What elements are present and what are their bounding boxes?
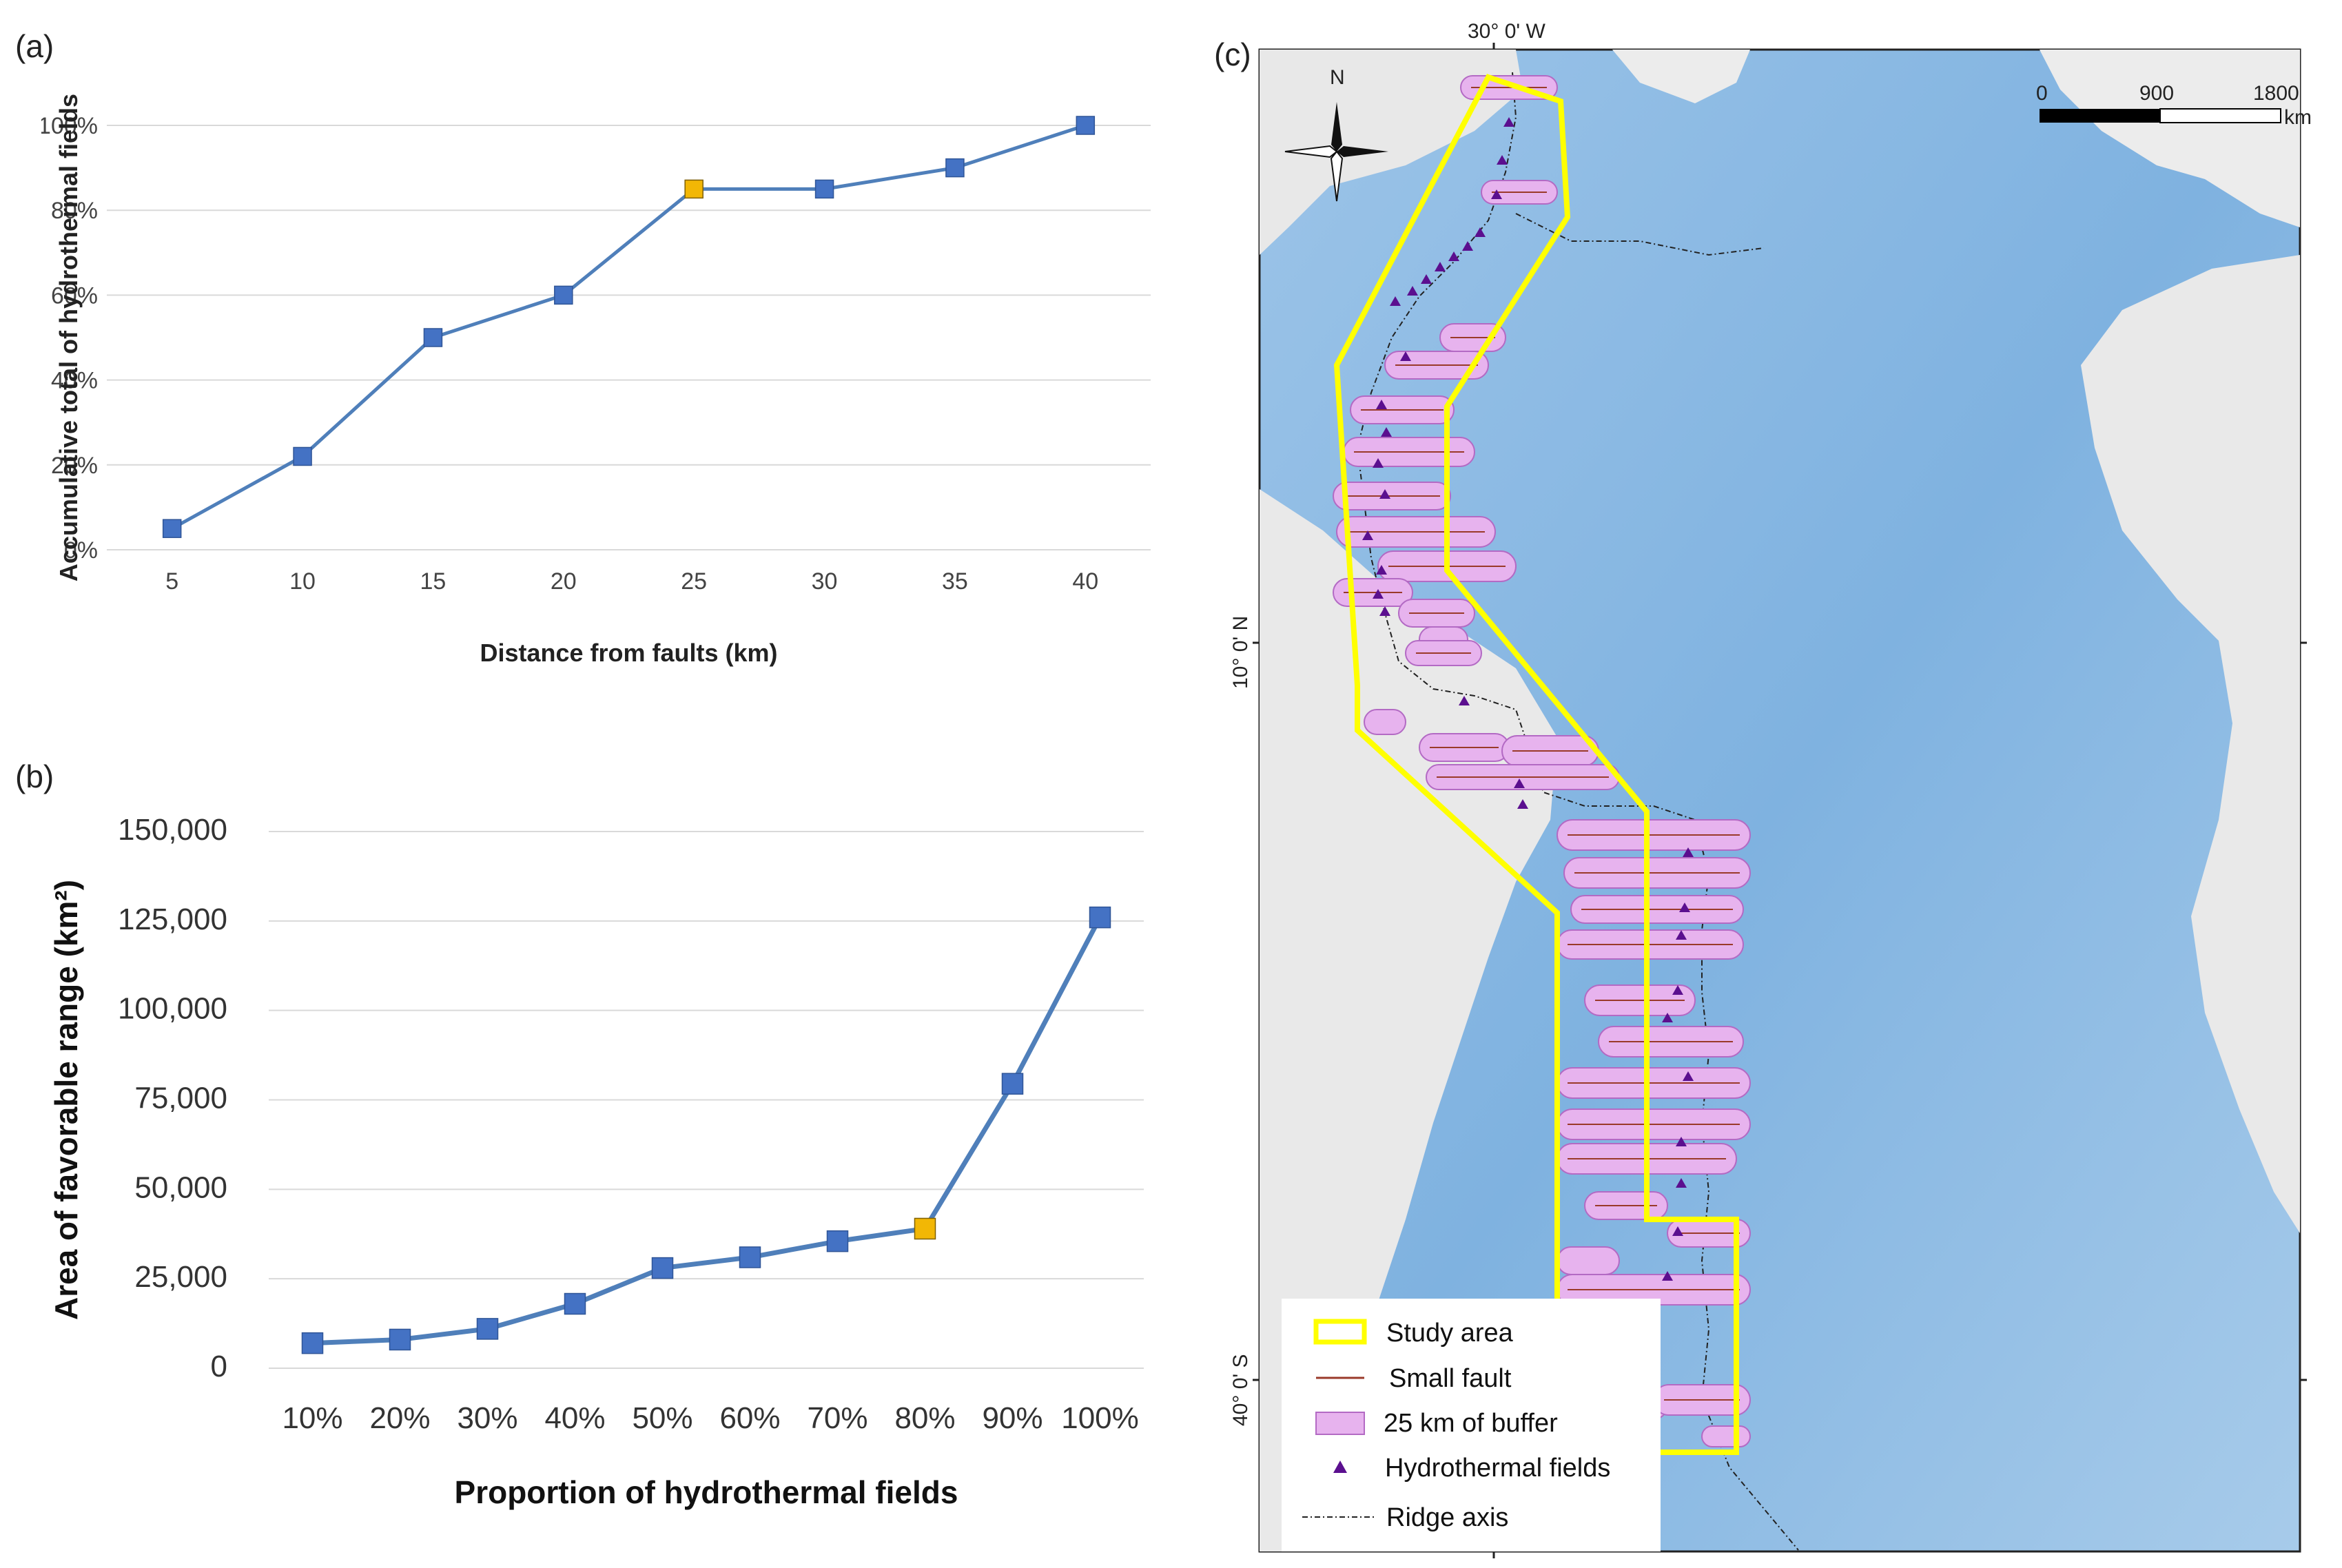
y-tick-label: 40%: [51, 368, 98, 394]
land-africa: [2081, 255, 2300, 1233]
north-arrow-icon: [1284, 102, 1388, 202]
x-tick-label: 5: [165, 568, 178, 595]
data-point-highlight: [914, 1217, 936, 1240]
legend-label-small-fault: Small fault: [1389, 1364, 1512, 1393]
panel-label-b: (b): [15, 759, 54, 794]
data-point-highlight: [684, 179, 703, 199]
scale-label-0: 0: [2036, 82, 2048, 105]
y-tick-label: 20%: [51, 453, 98, 479]
x-tick-label: 30: [812, 568, 838, 595]
chart-a: 0% 20% 40% 60% 80% 100% 5 10 15 20 25 30 35 40 Distanc…: [41, 94, 1151, 667]
x-tick-label: 60%: [719, 1401, 780, 1435]
legend-swatch-study-area: [1313, 1319, 1367, 1345]
data-point: [162, 519, 182, 538]
panel-label-c: (c): [1214, 37, 1251, 72]
y-tick-label: 50,000: [134, 1170, 227, 1204]
x-tick-label: 10%: [282, 1401, 342, 1435]
y-tick-label: 100%: [41, 113, 98, 139]
land-greenland-europe: [1612, 50, 1750, 103]
legend-swatch-hydrothermal: [1333, 1461, 1347, 1473]
data-point: [814, 179, 834, 199]
map-longitude-label: 30° 0' W: [1468, 20, 1545, 43]
y-tick-label: 125,000: [118, 902, 227, 936]
x-tick-label: 10: [289, 568, 316, 595]
x-tick-label: 90%: [982, 1401, 1042, 1435]
x-tick-label: 20%: [369, 1401, 430, 1435]
y-tick-label: 0%: [64, 537, 98, 564]
x-tick-label: 30%: [457, 1401, 517, 1435]
y-tick-label: 100,000: [118, 992, 227, 1026]
y-tick-label: 0: [211, 1350, 227, 1383]
data-point: [1076, 116, 1096, 135]
data-point: [826, 1230, 849, 1252]
y-axis-title: Accumulative total of hydrothermal field…: [54, 94, 83, 581]
panel-label-a: (a): [15, 28, 54, 64]
land-europe: [2040, 50, 2300, 227]
y-tick-label: 75,000: [134, 1082, 227, 1115]
x-tick-label: 70%: [807, 1401, 867, 1435]
x-tick-label: 100%: [1061, 1401, 1139, 1435]
y-tick-label: 25,000: [134, 1260, 227, 1294]
x-axis-title: Proportion of hydrothermal fields: [455, 1474, 958, 1510]
x-tick-label: 15: [420, 568, 446, 595]
y-tick-label: 80%: [51, 198, 98, 224]
x-tick-label: 80%: [894, 1401, 955, 1435]
legend-label-study-area: Study area: [1386, 1319, 1514, 1348]
land-north-america: [1260, 50, 1523, 255]
x-tick-label: 20: [551, 568, 577, 595]
x-tick-label: 50%: [632, 1401, 692, 1435]
ridge-axis-line: [1356, 72, 1799, 1551]
data-point: [1089, 906, 1111, 929]
data-point: [945, 158, 965, 178]
scale-unit: km: [2284, 106, 2312, 129]
y-axis-title: Area of favorable range (km²): [48, 880, 84, 1320]
ridge-axis-branch: [1515, 213, 1765, 256]
x-tick-label: 35: [942, 568, 968, 595]
north-label: N: [1330, 66, 1345, 89]
map-latitude-label-north: 10° 0' N: [1229, 616, 1252, 689]
map-c: 30° 0' W 10° 0' N 40° 0' S N 0 900 1800 …: [1229, 20, 2312, 1558]
legend-label-ridge-axis: Ridge axis: [1386, 1503, 1508, 1532]
data-point: [564, 1292, 586, 1315]
y-tick-label: 60%: [51, 282, 98, 309]
hydrothermal-points: [1362, 117, 1694, 1281]
y-tick-label: 150,000: [118, 813, 227, 847]
data-point: [1001, 1073, 1024, 1095]
x-axis-title: Distance from faults (km): [480, 639, 777, 667]
data-point: [293, 446, 312, 466]
data-point: [423, 328, 443, 347]
data-point: [554, 285, 573, 305]
series-line: [171, 123, 1087, 530]
x-tick-label: 40%: [544, 1401, 605, 1435]
scale-label-900: 900: [2139, 82, 2174, 105]
data-point: [651, 1257, 674, 1279]
data-point: [301, 1332, 324, 1354]
legend-label-buffer: 25 km of buffer: [1384, 1409, 1558, 1438]
map-latitude-label-south: 40° 0' S: [1229, 1354, 1252, 1426]
legend-swatch-buffer: [1315, 1412, 1365, 1435]
x-tick-label: 40: [1072, 568, 1098, 595]
data-point: [389, 1328, 411, 1351]
scale-bar: [2040, 108, 2281, 123]
series-line: [312, 916, 1102, 1346]
scale-label-1800: 1800: [2253, 82, 2299, 105]
data-point: [739, 1246, 761, 1268]
chart-b: 0 25,000 50,000 75,000 100,000 125,000 150,000…: [48, 813, 1144, 1510]
legend-label-hydrothermal: Hydrothermal fields: [1385, 1454, 1610, 1483]
data-point: [476, 1318, 499, 1340]
study-area-polygon: [1333, 74, 1739, 1455]
x-tick-label: 25: [681, 568, 707, 595]
